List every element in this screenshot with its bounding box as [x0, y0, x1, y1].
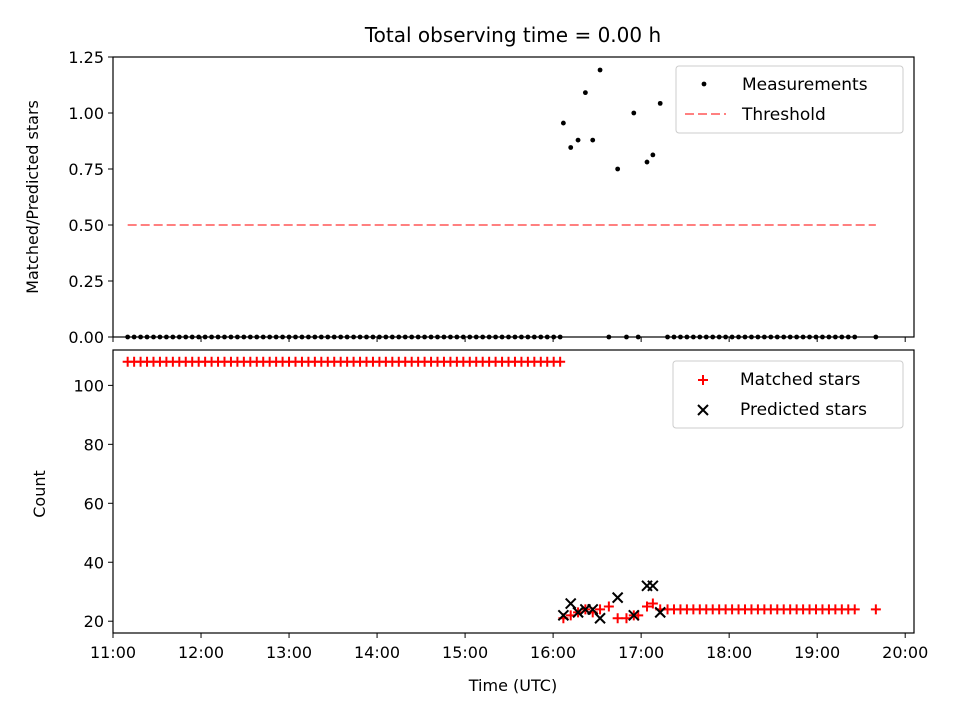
predicted-marker [565, 597, 577, 610]
x-tick-label: 18:00 [706, 643, 752, 662]
count-panel: 20 40 60 80 100 11:00 12:00 13:00 14:00 15:00 16:0… [73, 349, 928, 662]
measurement-point [615, 166, 621, 172]
predicted-marker [611, 591, 624, 604]
y-tick-label: 0.75 [68, 160, 104, 179]
matched-marker [612, 613, 623, 624]
measurement-point [590, 137, 596, 143]
figure-title: Total observing time = 0.00 h [364, 23, 661, 47]
y-tick-label: 20 [84, 612, 104, 631]
matched-marker [849, 604, 860, 615]
x-tick-label: 13:00 [266, 643, 312, 662]
predicted-marker [572, 606, 584, 619]
legend-box [675, 65, 904, 134]
legend-box [672, 360, 904, 429]
matched-marker [555, 356, 566, 367]
predicted-marker [594, 612, 606, 624]
y-tick-label: 100 [73, 376, 104, 395]
y-tick-label: 1.25 [68, 48, 104, 67]
x-tick-label: 12:00 [178, 643, 224, 662]
legend-predicted-label: Predicted stars [740, 400, 867, 420]
matched-marker [595, 604, 606, 615]
legend-measurements-label: Measurements [742, 75, 868, 95]
measurement-point [657, 100, 663, 106]
measurement-point [568, 145, 574, 150]
legend-measurements-marker [701, 81, 707, 87]
ratio-axis-label: Matched/Predicted stars [23, 100, 42, 294]
measurement-point [631, 110, 637, 116]
ratio-panel-frame [112, 56, 915, 338]
y-tick-label: 0.50 [68, 216, 104, 235]
count-axis-label: Count [30, 470, 49, 518]
y-tick-label: 0.25 [68, 272, 104, 291]
y-tick-label: 40 [84, 553, 104, 572]
ratio-panel: 0.00 0.25 0.50 0.75 1.00 1.25 Measurements Thre… [68, 48, 915, 347]
measurement-point [582, 90, 588, 96]
y-tick-label: 80 [84, 435, 104, 454]
predicted-marker [647, 580, 659, 592]
measurement-point [597, 67, 603, 73]
y-tick-label: 1.00 [68, 104, 104, 123]
x-tick-label: 15:00 [442, 643, 488, 662]
time-axis-label: Time (UTC) [468, 676, 557, 695]
measurement-point [644, 159, 650, 165]
matched-marker [698, 375, 708, 385]
legend-matched-label: Matched stars [740, 370, 860, 390]
y-tick-label: 60 [84, 494, 104, 513]
y-tick-label: 0.00 [68, 328, 104, 347]
x-tick-label: 16:00 [530, 643, 576, 662]
matched-marker [603, 601, 614, 612]
predicted-marker [654, 606, 666, 619]
measurement-point [575, 137, 581, 143]
predicted-marker [587, 603, 599, 616]
matched-marker [647, 598, 658, 609]
legend-threshold-label: Threshold [741, 105, 826, 125]
measurement-point [650, 152, 656, 158]
x-tick-label: 20:00 [882, 643, 928, 662]
legend-predicted-marker [697, 404, 709, 416]
matched-marker [642, 601, 652, 612]
x-tick-label: 19:00 [794, 643, 840, 662]
count-panel-frame [112, 349, 915, 634]
x-tick-label: 17:00 [618, 643, 664, 662]
x-tick-label: 14:00 [354, 643, 400, 662]
predicted-marker [628, 609, 640, 622]
predicted-marker [557, 609, 570, 622]
measurement-point [560, 120, 566, 126]
x-tick-label: 11:00 [90, 643, 136, 662]
matched-marker [870, 604, 881, 615]
